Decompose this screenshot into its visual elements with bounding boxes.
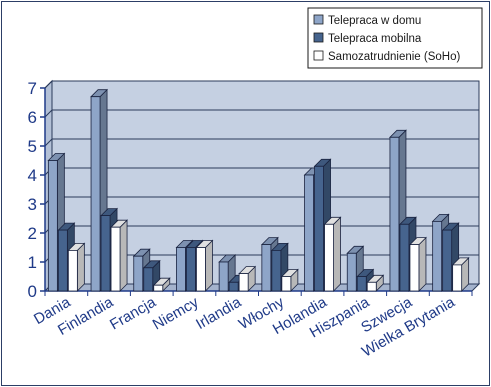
legend-label: Samozatrudnienie (SoHo) (328, 51, 460, 63)
y-tick-label: 0 (28, 282, 37, 301)
bar-front (100, 215, 111, 292)
legend-item: Telepraca mobilna (313, 32, 422, 45)
bar-front (304, 174, 314, 292)
bar-front (366, 281, 377, 292)
y-tick-label: 7 (28, 79, 37, 98)
bar-front (186, 247, 196, 292)
bar-front (110, 226, 121, 292)
bar-front (324, 223, 334, 292)
bar-front (346, 252, 357, 292)
bar-front (67, 249, 78, 292)
bar-front (399, 223, 410, 292)
bar (366, 274, 385, 292)
bar-front (271, 249, 282, 292)
bar-front (218, 261, 229, 292)
bar-front (47, 160, 58, 292)
bar-front (133, 255, 144, 292)
legend-label: Telepraca w domu (328, 15, 421, 27)
bar-front (281, 276, 292, 292)
y-tick-label: 3 (28, 195, 37, 214)
bar-front (143, 267, 154, 292)
gridline (44, 80, 479, 89)
bar (451, 256, 470, 292)
legend-swatch (313, 14, 324, 25)
gridline (44, 138, 479, 147)
bar-side (205, 239, 213, 292)
legend-box (307, 7, 483, 69)
legend-label: Telepraca mobilna (328, 33, 422, 45)
x-axis-labels: DaniaFinlandiaFrancjaNiemcyIrlandiaWłoch… (31, 293, 458, 360)
bar-front (196, 247, 206, 292)
bar-side (418, 236, 427, 292)
y-tick-label: 4 (28, 166, 37, 185)
bar-front (452, 264, 463, 292)
bar-side (119, 219, 128, 292)
bar-front (153, 284, 164, 292)
bar (280, 268, 299, 292)
bar-front (57, 229, 68, 292)
legend-swatch (313, 32, 324, 43)
bar (195, 239, 214, 292)
bar (67, 242, 86, 292)
bar-front (409, 244, 420, 292)
bar-front (238, 273, 249, 292)
legend: Telepraca w domu Telepraca mobilna Samozat… (307, 7, 483, 69)
bar (152, 277, 171, 292)
x-category-label: Irlandia (193, 293, 245, 333)
bar-front (261, 244, 272, 292)
y-tick-label: 5 (28, 137, 37, 156)
gridline (44, 109, 479, 118)
bar-front (90, 96, 101, 292)
bar-front (176, 247, 186, 292)
legend-item: Telepraca w domu (313, 14, 421, 27)
bar-side (333, 216, 341, 292)
x-category-label: Niemcy (150, 293, 202, 333)
legend-swatch (313, 50, 324, 61)
bar-front (356, 276, 367, 292)
x-category-label: Francja (107, 293, 159, 333)
bar (323, 216, 342, 292)
bar (346, 245, 365, 292)
bar-front (432, 220, 443, 292)
bar (238, 265, 257, 292)
bars (47, 88, 470, 292)
bar-front (314, 165, 324, 292)
y-tick-label: 1 (28, 253, 37, 272)
bar (408, 236, 427, 292)
bar (110, 219, 129, 292)
bar-front (389, 136, 400, 292)
bar-front (442, 229, 453, 292)
bar-front (228, 281, 239, 292)
legend-item: Samozatrudnienie (SoHo) (313, 50, 460, 63)
bar-side (76, 242, 85, 292)
y-tick-label: 2 (28, 224, 37, 243)
y-tick-label: 6 (28, 108, 37, 127)
